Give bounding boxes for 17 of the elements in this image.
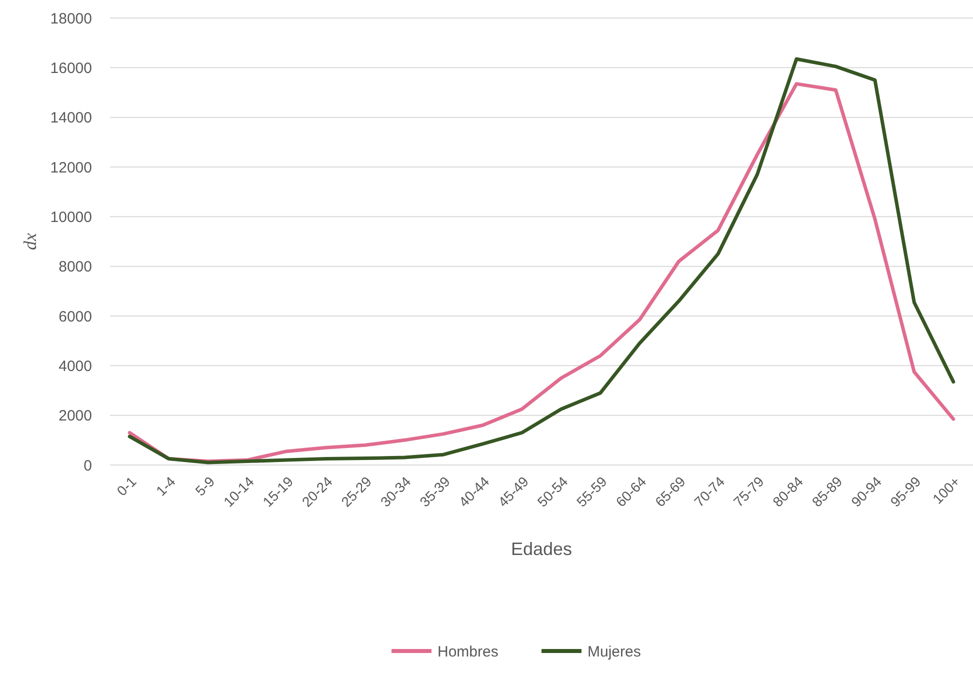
y-tick-label: 6000 [58,308,92,326]
y-tick-label: 4000 [58,358,92,375]
y-tick-label: 2000 [58,408,92,425]
x-tick-label: 0-1 [114,473,140,499]
y-tick-label: 18000 [50,10,92,28]
y-tick-label: 14000 [50,110,92,127]
y-tick-label: 10000 [50,208,92,226]
legend-label: Mujeres [588,643,641,660]
y-tick-label: 12000 [50,159,92,176]
y-tick-label: 0 [84,457,92,474]
x-tick-label: 5-9 [192,473,218,499]
y-tick-label: 8000 [58,258,92,276]
y-axis-title: dx [20,233,40,250]
x-tick-label: 1-4 [152,473,179,499]
y-tick-label: 16000 [50,60,92,77]
legend-label: Hombres [438,643,498,660]
x-axis-title: Edades [510,539,572,559]
